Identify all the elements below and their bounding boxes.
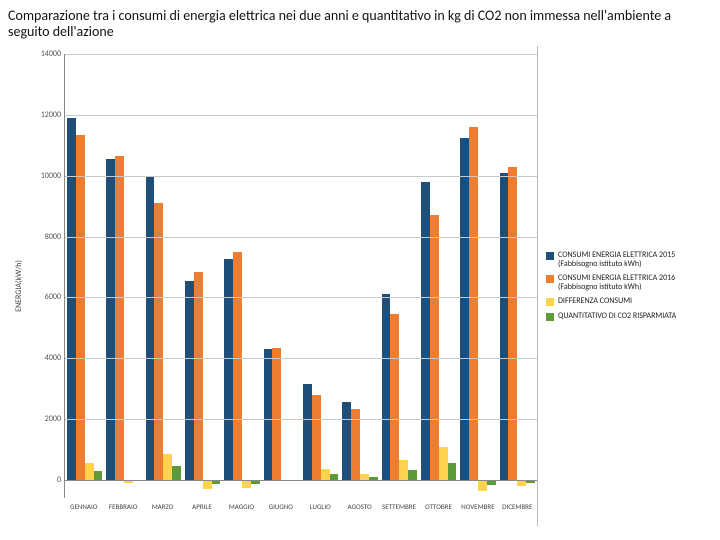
bar: [154, 203, 163, 480]
bar: [448, 463, 457, 480]
bar: [500, 173, 509, 480]
legend-label: DIFFERENZA CONSUMI: [558, 297, 632, 305]
bar: [382, 294, 391, 480]
gridline: [65, 176, 537, 177]
x-tick-label: NOVEMBRE: [461, 502, 494, 511]
bar: [478, 480, 487, 491]
bar: [203, 480, 212, 489]
x-tick-row: GENNAIO FEBBRAIO MARZO APRILE MAGGIO GIUGNO LU…: [64, 500, 537, 526]
bar: [115, 156, 124, 480]
legend-swatch: [546, 252, 554, 260]
legend: CONSUMI ENERGIA ELETTRICA 2015 (Fabbisog…: [546, 245, 706, 327]
page-title: Comparazione tra i consumi di energia el…: [8, 8, 710, 40]
bar: [408, 470, 417, 480]
bar: [224, 259, 233, 479]
bar: [85, 463, 94, 480]
bar: [312, 395, 321, 480]
bar: [172, 466, 181, 480]
bar: [106, 159, 115, 480]
bar: [146, 177, 155, 480]
bar: [342, 402, 351, 480]
gridline: [65, 358, 537, 359]
y-tick-label: 4000: [33, 353, 61, 363]
legend-label: CONSUMI ENERGIA ELETTRICA 2015 (Fabbisog…: [558, 251, 706, 268]
x-tick-label: GENNAIO: [70, 502, 97, 511]
y-tick-label: 12000: [33, 110, 61, 120]
legend-swatch: [546, 275, 554, 283]
y-tick-label: 10000: [33, 171, 61, 181]
bar: [67, 118, 76, 480]
bar: [430, 215, 439, 480]
x-tick-label: AGOSTO: [348, 502, 372, 511]
legend-swatch: [546, 298, 554, 306]
bar: [185, 281, 194, 480]
x-tick-label: MAGGIO: [229, 502, 254, 511]
bar: [272, 348, 281, 480]
bar: [460, 138, 469, 480]
bars-layer: [65, 54, 537, 498]
y-tick-label: 6000: [33, 292, 61, 302]
legend-item: DIFFERENZA CONSUMI: [546, 297, 706, 306]
bar: [469, 127, 478, 480]
bar: [303, 384, 312, 480]
gridline: [65, 297, 537, 298]
gridline: [65, 419, 537, 420]
x-tick-label: DICEMBRE: [502, 502, 532, 511]
plot-area: 02000400060008000100001200014000: [64, 54, 537, 498]
chart-plot-column: 02000400060008000100001200014000 GENNAIO…: [30, 46, 538, 526]
gridline: [65, 115, 537, 116]
bar: [399, 460, 408, 480]
legend-item: CONSUMI ENERGIA ELETTRICA 2016 (Fabbisog…: [546, 274, 706, 291]
legend-label: QUANTITATIVO DI CO2 RISPARMIATA: [558, 312, 676, 320]
y-tick-label: 14000: [33, 49, 61, 59]
bar: [94, 471, 103, 480]
y-tick-label: 0: [33, 475, 61, 485]
bar: [242, 480, 251, 488]
legend-label: CONSUMI ENERGIA ELETTRICA 2016 (Fabbisog…: [558, 274, 706, 291]
gridline: [65, 237, 537, 238]
x-tick-label: SETTEMBRE: [382, 502, 416, 511]
gridline: [65, 54, 537, 55]
bar: [421, 182, 430, 480]
x-tick-label: LUGLIO: [310, 502, 331, 511]
bar: [508, 167, 517, 480]
y-axis-label: ENERGIA(kW/h): [14, 260, 24, 312]
bar: [163, 454, 172, 480]
x-tick-label: GIUGNO: [269, 502, 293, 511]
x-tick-label: FEBBRAIO: [109, 502, 138, 511]
y-tick-label: 2000: [33, 414, 61, 424]
x-tick-label: APRILE: [192, 502, 212, 511]
legend-swatch: [546, 313, 554, 321]
legend-item: CONSUMI ENERGIA ELETTRICA 2015 (Fabbisog…: [546, 251, 706, 268]
x-tick-label: OTTOBRE: [425, 502, 452, 511]
bar: [439, 447, 448, 480]
zero-axis: [65, 480, 537, 481]
bar: [76, 135, 85, 480]
y-tick-label: 8000: [33, 232, 61, 242]
bar: [264, 349, 273, 480]
bar: [390, 314, 399, 480]
legend-item: QUANTITATIVO DI CO2 RISPARMIATA: [546, 312, 706, 321]
bar: [321, 469, 330, 480]
chart-container: ENERGIA(kW/h) 02000400060008000100001200…: [8, 46, 710, 526]
bar: [233, 252, 242, 480]
bar: [194, 272, 203, 480]
x-tick-label: MARZO: [152, 502, 174, 511]
